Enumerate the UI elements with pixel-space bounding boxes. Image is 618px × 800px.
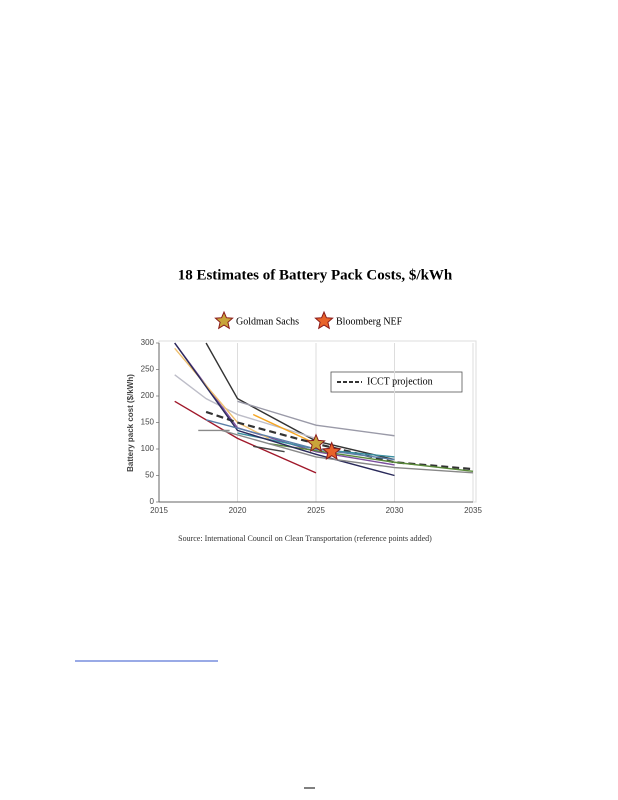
y-tick-label: 50 [145, 471, 154, 480]
plot-frame [158, 340, 477, 503]
series-line [174, 400, 317, 474]
reference-star [306, 433, 326, 453]
legend-star [214, 310, 234, 330]
y-tick-label: 250 [141, 365, 155, 374]
x-tick-label: 2015 [150, 506, 168, 515]
y-axis-label: Battery pack cost ($/kWh) [126, 374, 135, 472]
legend-label: Bloomberg NEF [336, 316, 403, 327]
series-line [174, 342, 395, 477]
series-line [252, 413, 317, 445]
legend-box [330, 371, 463, 393]
y-tick-label: 300 [141, 338, 155, 347]
x-tick-label: 2020 [229, 506, 247, 515]
chart-title: 18 Estimates of Battery Pack Costs, $/kW… [178, 267, 453, 283]
x-tick-label: 2030 [386, 506, 404, 515]
series-line [253, 445, 285, 453]
legend-star [314, 310, 334, 330]
x-tick-label: 2035 [464, 506, 482, 515]
series-line [205, 419, 395, 461]
series-line [221, 429, 474, 474]
reference-star [321, 441, 342, 460]
y-tick-label: 150 [141, 418, 155, 427]
series-line [205, 342, 395, 461]
y-tick-label: 200 [141, 391, 155, 400]
y-tick-label: 0 [150, 497, 155, 506]
y-tick-label: 100 [141, 444, 155, 453]
source-note: Source: International Council on Clean T… [178, 534, 432, 543]
x-tick-label: 2025 [307, 506, 325, 515]
legend-label: ICCT projection [367, 376, 433, 387]
legend-label: Goldman Sachs [236, 316, 299, 327]
series-line [237, 400, 395, 437]
